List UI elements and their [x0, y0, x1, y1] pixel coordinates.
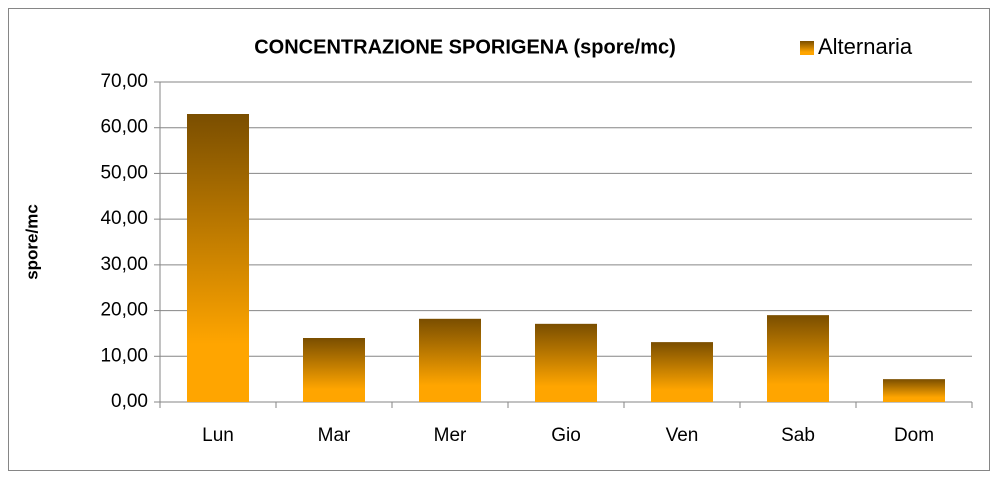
y-tick-label: 40,00 [100, 208, 148, 229]
bar [303, 338, 365, 402]
x-tick-label: Sab [781, 425, 815, 446]
y-tick-label: 20,00 [100, 300, 148, 321]
chart-title: CONCENTRAZIONE SPORIGENA (spore/mc) [254, 36, 676, 58]
y-tick-label: 70,00 [100, 71, 148, 92]
bar [187, 114, 249, 402]
y-tick-label: 10,00 [100, 345, 148, 366]
y-tick-label: 30,00 [100, 254, 148, 275]
bar [651, 342, 713, 402]
x-tick-label: Gio [551, 425, 581, 446]
legend-label: Alternaria [818, 34, 913, 59]
y-axis-label: spore/mc [22, 204, 41, 280]
x-tick-label: Mer [434, 425, 467, 446]
y-tick-label: 50,00 [100, 162, 148, 183]
x-tick-label: Lun [202, 425, 234, 446]
x-tick-label: Ven [666, 425, 699, 446]
bar [535, 323, 597, 402]
x-tick-label: Mar [318, 425, 351, 446]
bar [767, 315, 829, 402]
bar [883, 379, 945, 402]
chart-frame [8, 8, 990, 471]
bar [419, 318, 481, 402]
y-tick-label: 60,00 [100, 117, 148, 138]
x-tick-label: Dom [894, 425, 934, 446]
y-tick-label: 0,00 [111, 391, 148, 412]
legend-swatch [800, 41, 814, 55]
